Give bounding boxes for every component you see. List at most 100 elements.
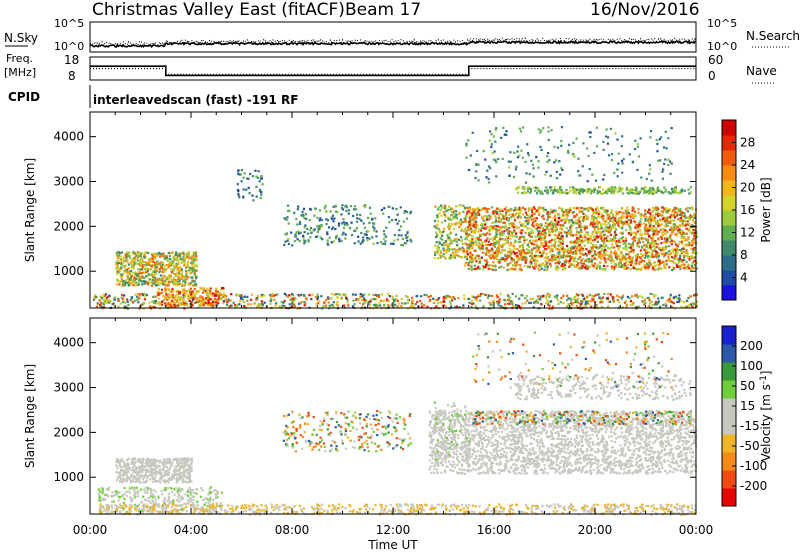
- scatter-cell: [448, 228, 451, 231]
- scatter-cell: [587, 250, 590, 253]
- scatter-cell: [366, 216, 370, 219]
- scatter-cell: [193, 269, 196, 272]
- scatter-cell: [651, 253, 654, 256]
- scatter-cell: [643, 253, 646, 256]
- scatter-cell: [658, 267, 661, 270]
- scatter-cell: [573, 251, 576, 254]
- scatter-cell: [444, 257, 447, 260]
- scatter-cell: [563, 218, 567, 221]
- scatter-cell: [629, 219, 632, 222]
- scatter-cell: [104, 294, 107, 297]
- scatter-cell: [544, 208, 547, 212]
- scatter-cell: [467, 227, 470, 230]
- scatter-cell: [639, 256, 642, 259]
- scatter-cell: [627, 209, 630, 212]
- scatter-cell: [665, 304, 668, 307]
- scatter-cell: [143, 256, 146, 259]
- scatter-cell: [202, 298, 205, 301]
- scatter-cell: [143, 282, 146, 285]
- scatter-cell: [471, 238, 474, 241]
- scatter-cell: [612, 296, 615, 299]
- scatter-cell: [638, 236, 641, 239]
- scatter-cell: [689, 214, 692, 217]
- scatter-cell: [616, 254, 619, 257]
- scatter-cell: [316, 235, 319, 238]
- scatter-cell: [214, 299, 217, 302]
- scatter-cell: [439, 250, 443, 253]
- scatter-cell: [199, 295, 202, 298]
- scatter-cell: [384, 235, 387, 238]
- scatter-cell: [656, 256, 659, 259]
- scatter-cell: [454, 306, 457, 309]
- scatter-cell: [559, 223, 562, 227]
- scatter-cell: [565, 231, 568, 234]
- scatter-cell: [147, 258, 150, 261]
- scatter-cell: [222, 293, 225, 296]
- scatter-cell: [540, 303, 543, 306]
- scatter-cell: [402, 220, 405, 223]
- scatter-cell: [624, 300, 628, 303]
- scatter-cell: [176, 283, 180, 287]
- scatter-cell: [558, 207, 561, 210]
- scatter-cell: [533, 255, 537, 258]
- scatter-cell: [595, 258, 598, 261]
- scatter-cell: [329, 210, 332, 213]
- scatter-cell: [618, 210, 622, 214]
- scatter-cell: [670, 226, 673, 229]
- scatter-cell: [609, 254, 613, 258]
- scatter-cell: [480, 256, 483, 259]
- scatter-cell: [325, 222, 328, 226]
- scatter-cell: [146, 283, 150, 286]
- scatter-cell: [196, 297, 199, 300]
- scatter-cell: [463, 264, 467, 267]
- scatter-cell: [555, 220, 558, 223]
- scatter-cell: [303, 304, 306, 307]
- scatter-cell: [511, 301, 514, 305]
- scatter-cell: [647, 211, 650, 214]
- scatter-cell: [465, 237, 468, 240]
- scatter-cell: [332, 306, 335, 309]
- scatter-cell: [678, 213, 681, 216]
- scatter-cell: [126, 278, 129, 281]
- scatter-cell: [581, 236, 584, 239]
- scatter-cell: [518, 206, 521, 209]
- scatter-cell: [562, 211, 566, 214]
- scatter-cell: [686, 220, 689, 223]
- scatter-cell: [591, 212, 595, 215]
- scatter-cell: [458, 204, 461, 207]
- scatter-cell: [655, 303, 658, 306]
- scatter-cell: [130, 299, 134, 302]
- scatter-cell: [644, 217, 647, 220]
- scatter-cell: [514, 305, 517, 308]
- scatter-cell: [490, 206, 494, 209]
- scatter-cell: [536, 298, 540, 301]
- scatter-cell: [646, 238, 650, 241]
- scatter-cell: [156, 291, 159, 294]
- scatter-cell: [461, 256, 464, 259]
- scatter-cell: [596, 206, 599, 209]
- scatter-cell: [353, 205, 356, 208]
- scatter-cell: [532, 265, 535, 268]
- scatter-cell: [544, 189, 547, 192]
- scatter-cell: [378, 302, 381, 305]
- scatter-cell: [679, 267, 682, 271]
- scatter-cell: [103, 306, 106, 309]
- scatter-cell: [175, 262, 178, 265]
- scatter-cell: [516, 256, 519, 259]
- scatter-cell: [142, 302, 146, 305]
- scatter-cell: [470, 219, 473, 222]
- scatter-cell: [644, 237, 647, 240]
- scatter-cell: [537, 267, 540, 270]
- scatter-cell: [230, 293, 233, 296]
- scatter-cell: [437, 302, 440, 305]
- scatter-cell: [690, 206, 694, 209]
- scatter-cell: [456, 249, 459, 252]
- scatter-cell: [152, 265, 156, 269]
- scatter-cell: [207, 304, 211, 307]
- scatter-cell: [625, 260, 628, 263]
- scatter-cell: [260, 174, 263, 178]
- scatter-cell: [488, 254, 491, 257]
- scatter-cell: [557, 240, 560, 243]
- scatter-cell: [157, 293, 160, 297]
- scatter-cell: [319, 236, 322, 239]
